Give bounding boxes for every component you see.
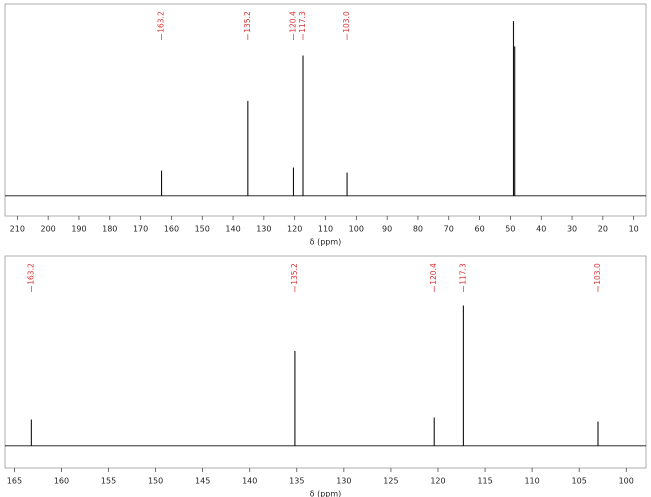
x-tick-label: 100 — [349, 225, 364, 234]
x-tick-label: 10 — [629, 225, 639, 234]
x-axis-label: δ (ppm) — [310, 238, 342, 247]
x-tick-label: 110 — [524, 477, 539, 486]
x-tick-label: 165 — [7, 477, 22, 486]
plot-frame — [4, 255, 647, 469]
x-tick-label: 180 — [102, 225, 117, 234]
x-tick-label: 20 — [598, 225, 608, 234]
x-tick-label: 145 — [195, 477, 210, 486]
peak-label: 163.2 — [26, 263, 35, 285]
x-tick-label: 135 — [289, 477, 304, 486]
x-tick-label: 160 — [164, 225, 179, 234]
x-tick-label: 150 — [195, 225, 210, 234]
x-tick-label: 110 — [318, 225, 333, 234]
peak-label: 163.2 — [157, 11, 166, 33]
x-tick-label: 70 — [444, 225, 454, 234]
x-tick-label: 170 — [133, 225, 148, 234]
x-tick-label: 200 — [41, 225, 56, 234]
x-tick-label: 130 — [256, 225, 271, 234]
x-tick-label: 125 — [383, 477, 398, 486]
x-tick-label: 105 — [572, 477, 587, 486]
x-tick-label: 30 — [567, 225, 577, 234]
peak-label: 120.4 — [288, 11, 297, 33]
peak-label: 135.2 — [290, 263, 299, 285]
x-axis-label: δ (ppm) — [310, 490, 342, 497]
peak-label: 103.0 — [342, 11, 351, 33]
x-tick-label: 140 — [242, 477, 257, 486]
x-tick-label: 80 — [413, 225, 423, 234]
x-tick-label: 120 — [430, 477, 445, 486]
peak-label: 117.3 — [458, 263, 467, 285]
x-tick-label: 40 — [536, 225, 546, 234]
x-tick-label: 210 — [10, 225, 25, 234]
x-tick-label: 130 — [336, 477, 351, 486]
peak-label: 120.4 — [429, 263, 438, 285]
x-tick-label: 90 — [382, 225, 392, 234]
peak-label: 117.3 — [298, 11, 307, 33]
x-tick-label: 100 — [619, 477, 634, 486]
x-tick-label: 150 — [148, 477, 163, 486]
plot-frame — [4, 3, 647, 217]
x-tick-label: 160 — [54, 477, 69, 486]
x-tick-label: 50 — [505, 225, 515, 234]
peak-label: 103.0 — [593, 263, 602, 285]
x-tick-label: 60 — [474, 225, 484, 234]
x-tick-label: 120 — [287, 225, 302, 234]
x-tick-label: 190 — [71, 225, 86, 234]
x-tick-label: 140 — [225, 225, 240, 234]
x-tick-label: 155 — [101, 477, 116, 486]
peak-label: 135.2 — [243, 11, 252, 33]
x-tick-label: 115 — [477, 477, 492, 486]
